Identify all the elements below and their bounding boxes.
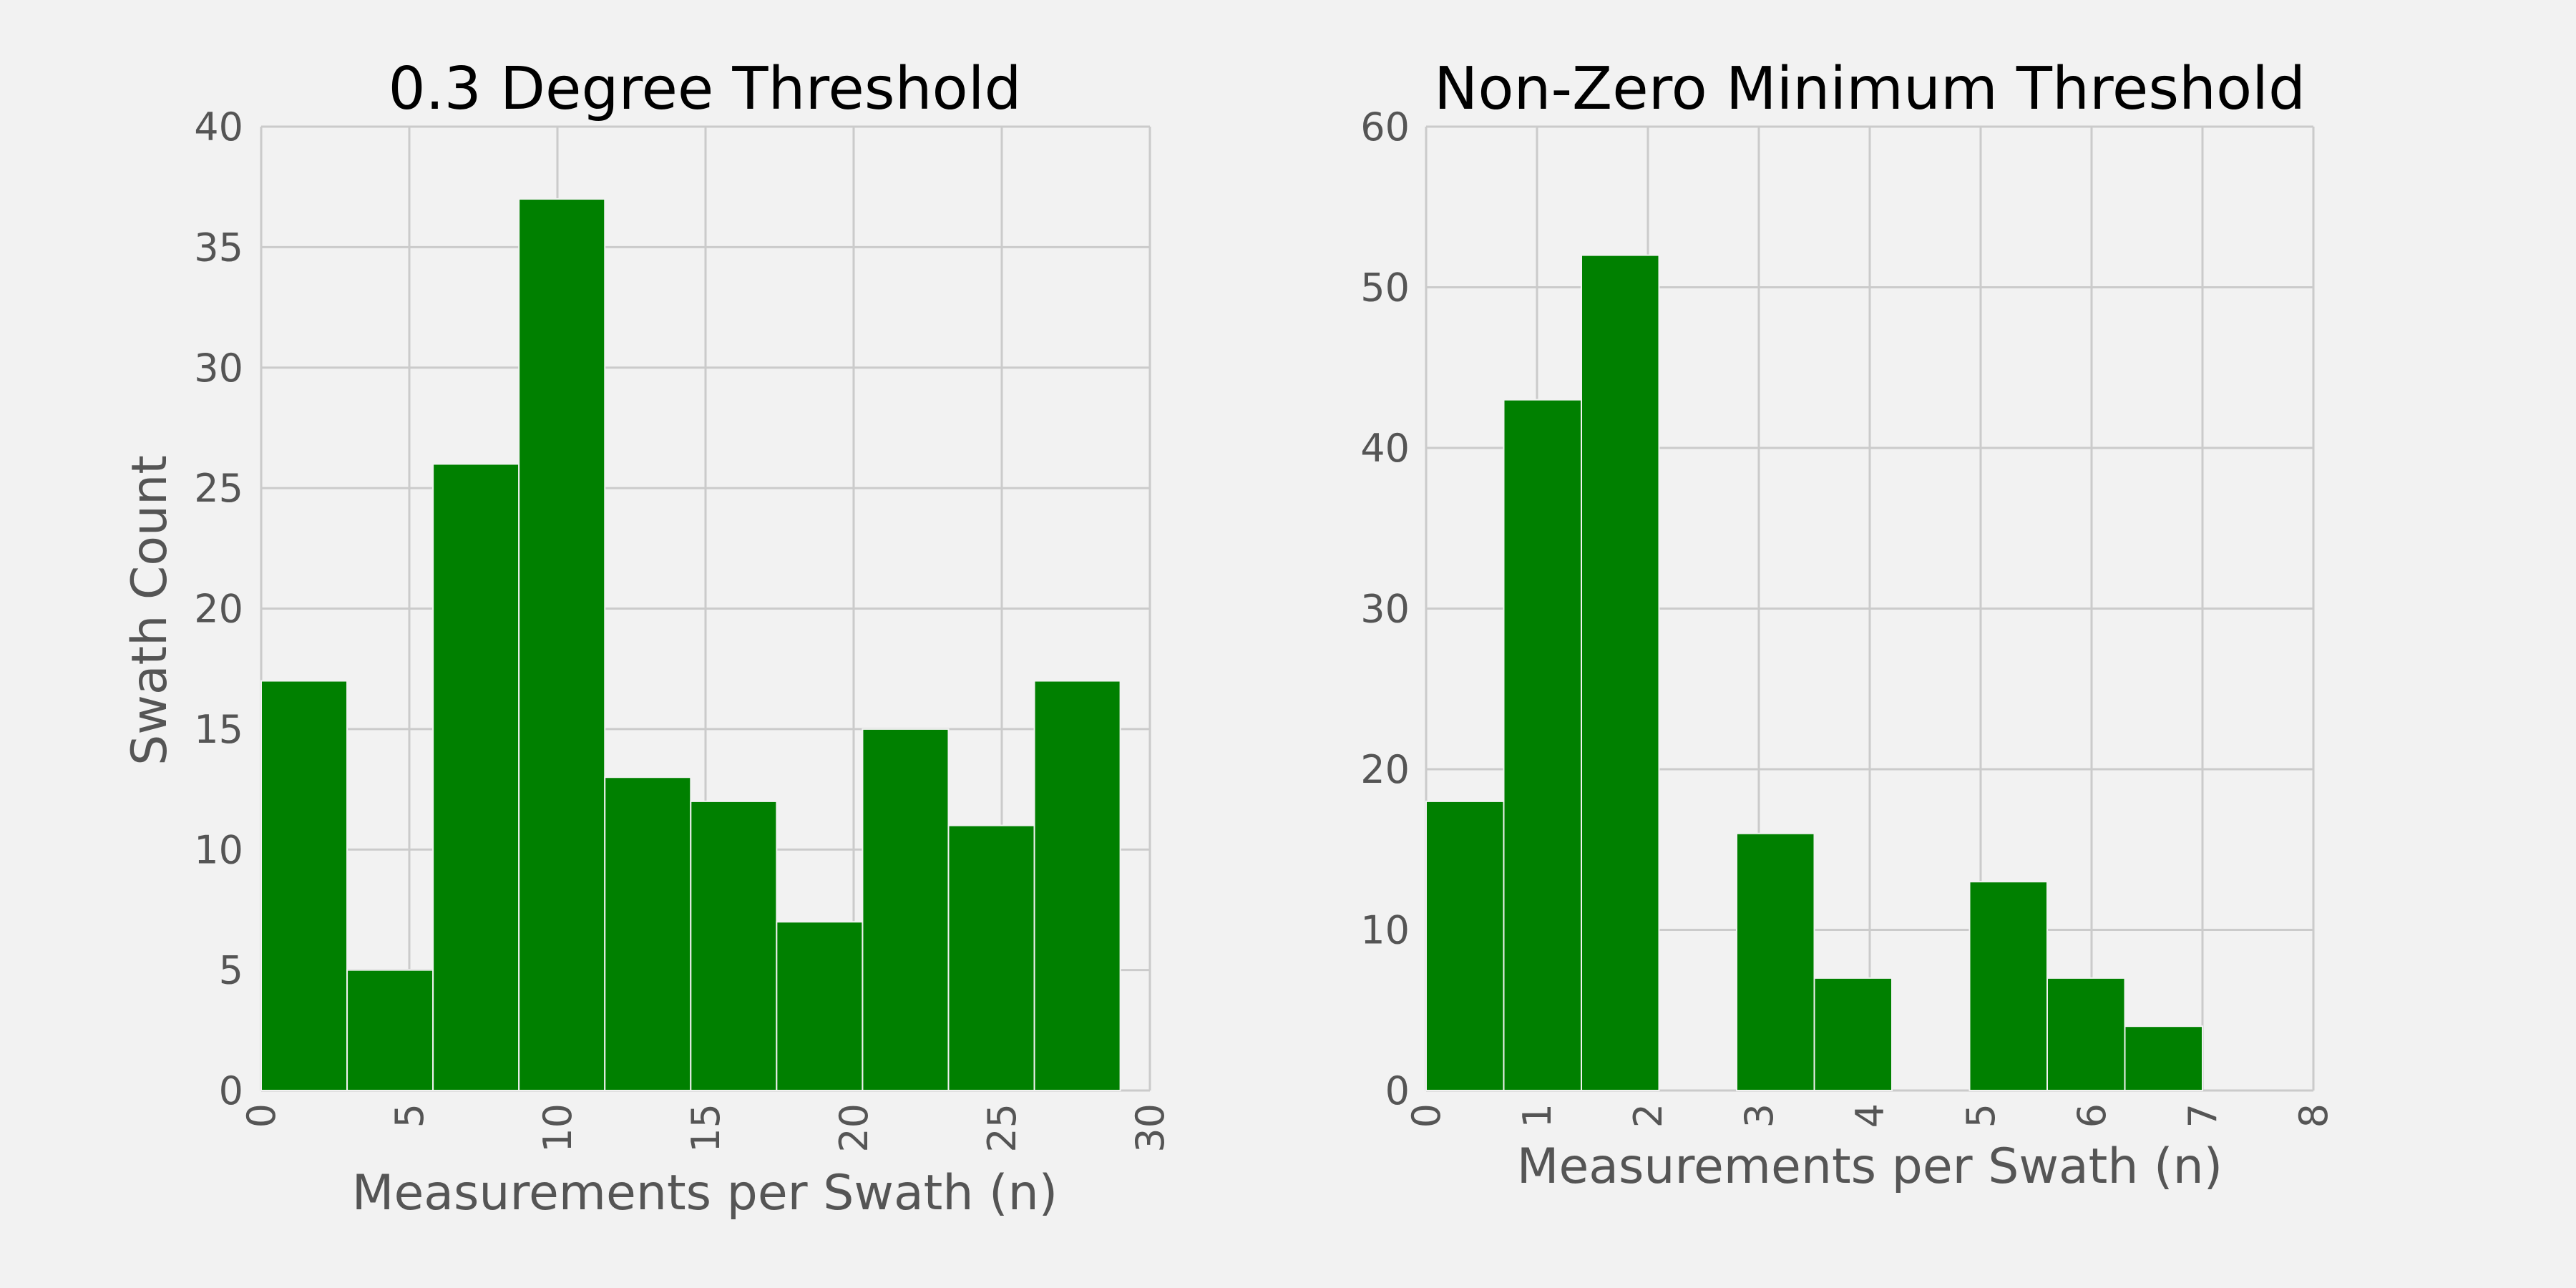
left-bar-4 (604, 776, 692, 1091)
left-y-tick-label-5: 25 (194, 466, 243, 511)
right-bar-1 (1503, 399, 1582, 1091)
left-y-tick-label-2: 10 (194, 827, 243, 872)
right-x-tick-label-3: 3 (1737, 1103, 1782, 1128)
right-y-tick-labels: 0 10 20 30 40 50 60 (1360, 104, 1410, 1113)
left-x-tick-label-6: 30 (1128, 1103, 1173, 1153)
left-y-tick-label-1: 5 (219, 948, 243, 993)
right-x-tick-label-2: 2 (1626, 1103, 1671, 1128)
right-histogram-panel: Non-Zero Minimum Threshold Measurements … (1360, 55, 2336, 1195)
right-y-tick-label-2: 20 (1360, 747, 1410, 792)
left-y-tick-label-3: 15 (194, 707, 243, 752)
left-x-tick-label-4: 20 (831, 1103, 877, 1153)
left-bar-3 (518, 198, 606, 1091)
left-y-tick-label-7: 35 (194, 225, 243, 270)
right-y-tick-label-3: 30 (1360, 587, 1410, 632)
right-x-tick-label-7: 7 (2180, 1103, 2225, 1128)
right-bar-2 (1581, 254, 1660, 1092)
right-y-tick-label-0: 0 (1385, 1068, 1410, 1113)
left-x-tick-label-5: 25 (980, 1103, 1025, 1153)
right-x-tick-label-6: 6 (2069, 1103, 2114, 1128)
right-bar-0 (1425, 800, 1505, 1092)
left-bar-6 (776, 921, 864, 1092)
left-y-tick-label-4: 20 (194, 587, 243, 632)
right-x-tick-label-5: 5 (1958, 1103, 2004, 1128)
left-x-tick-label-3: 15 (683, 1103, 728, 1153)
left-bar-2 (432, 463, 520, 1091)
right-bar-5 (1813, 977, 1893, 1091)
left-histogram-panel: 0.3 Degree Threshold Measurements per Sw… (122, 55, 1173, 1221)
right-y-tick-label-6: 60 (1360, 104, 1410, 150)
left-y-tick-labels: 0 5 10 15 20 25 30 35 40 (194, 104, 243, 1113)
left-chart-title: 0.3 Degree Threshold (388, 55, 1021, 123)
right-x-tick-label-1: 1 (1515, 1103, 1560, 1128)
left-x-tick-label-2: 10 (535, 1103, 580, 1153)
right-y-tick-label-1: 10 (1360, 908, 1410, 953)
left-bar-5 (690, 800, 778, 1092)
right-bars (1425, 254, 2203, 1092)
right-x-tick-label-0: 0 (1404, 1103, 1449, 1128)
left-y-axis-label: Swath Count (122, 455, 178, 766)
left-x-tick-label-1: 5 (387, 1103, 432, 1128)
left-bar-8 (947, 824, 1035, 1091)
left-x-axis-label: Measurements per Swath (n) (352, 1165, 1058, 1221)
left-bar-9 (1033, 680, 1121, 1091)
left-bar-7 (862, 728, 950, 1091)
right-bar-7 (1968, 881, 2048, 1092)
right-bar-9 (2124, 1025, 2203, 1091)
left-x-tick-labels: 0 5 10 15 20 25 30 (239, 1103, 1173, 1153)
left-x-tick-label-0: 0 (239, 1103, 284, 1128)
left-bars (260, 198, 1121, 1092)
right-x-tick-label-8: 8 (2291, 1103, 2336, 1128)
right-bar-8 (2046, 977, 2126, 1091)
left-bar-0 (260, 680, 348, 1091)
right-x-tick-labels: 0 1 2 3 4 5 6 7 8 (1404, 1103, 2336, 1128)
right-x-axis-label: Measurements per Swath (n) (1517, 1138, 2223, 1195)
left-bar-1 (346, 969, 434, 1091)
right-x-tick-label-4: 4 (1848, 1103, 1893, 1128)
left-y-tick-label-6: 30 (194, 346, 243, 391)
right-chart-title: Non-Zero Minimum Threshold (1434, 55, 2306, 123)
left-y-tick-label-0: 0 (219, 1068, 243, 1113)
right-y-tick-label-5: 50 (1360, 265, 1410, 311)
right-bar-4 (1736, 832, 1815, 1092)
left-y-tick-label-8: 40 (194, 104, 243, 150)
right-y-tick-label-4: 40 (1360, 426, 1410, 471)
